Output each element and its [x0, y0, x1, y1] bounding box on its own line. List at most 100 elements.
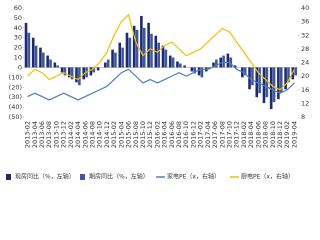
bar — [157, 42, 160, 68]
x-tick-label: 2014-06 — [81, 121, 89, 148]
x-tick-label: 2014-08 — [89, 121, 97, 148]
bar — [89, 67, 93, 76]
y-tick-label: (50) — [9, 113, 22, 121]
x-tick-label: 2013-08 — [45, 121, 53, 148]
bar — [42, 52, 45, 68]
x-tick-label: 2013-04 — [31, 121, 39, 148]
x-tick-label: 2014-02 — [67, 121, 75, 148]
bar — [215, 59, 218, 68]
x-tick-label: 2015-08 — [132, 121, 140, 148]
bar — [67, 67, 71, 78]
bar — [92, 67, 96, 73]
bar — [269, 67, 273, 110]
y2-tick-label: 12 — [301, 99, 309, 107]
line — [27, 13, 295, 91]
bar — [24, 22, 28, 68]
x-tick-label: 2015-06 — [125, 121, 133, 148]
bar — [147, 22, 150, 68]
bar — [31, 37, 35, 68]
legend-label: 期房同比（%，左轴） — [89, 173, 149, 181]
bar — [233, 65, 237, 68]
x-tick-label: 2017-12 — [233, 121, 241, 148]
x-tick-label: 2016-12 — [189, 121, 197, 148]
bar — [258, 67, 261, 94]
y-tick-label: 0 — [18, 63, 22, 71]
bar — [39, 47, 42, 68]
x-tick-label: 2018-04 — [247, 121, 255, 148]
x-tick-label: 2015-02 — [110, 121, 118, 148]
y2-tick-label: 20 — [301, 72, 309, 80]
x-tick-label: 2015-12 — [146, 121, 154, 148]
chart: (50) (40) (30) (20) (10) 010 20 30 40 50 60 8 12 16 20… — [6, 4, 309, 181]
bar — [60, 67, 64, 73]
bar — [27, 32, 31, 68]
bar — [279, 67, 283, 93]
x-tick-label: 2018-02 — [240, 121, 248, 148]
bar — [183, 65, 186, 68]
bar — [104, 62, 107, 68]
x-tick-label: 2016-10 — [182, 121, 190, 148]
bar — [114, 52, 117, 68]
bar — [121, 47, 124, 68]
x-tick-label: 2013-12 — [60, 121, 68, 148]
bar — [140, 15, 143, 68]
bar — [161, 45, 165, 68]
y2-tick-label: 36 — [301, 18, 309, 26]
bar — [150, 33, 153, 68]
x-tick-label: 2014-10 — [96, 121, 104, 148]
x-tick-label: 2018-10 — [269, 121, 277, 148]
bar — [63, 67, 67, 76]
x-tick-label: 2016-06 — [168, 121, 176, 148]
bar — [222, 55, 225, 68]
x-tick-label: 2016-02 — [153, 121, 161, 148]
y2-tick-label: 32 — [301, 31, 309, 39]
bar — [197, 67, 201, 76]
y-tick-label: 50 — [14, 14, 22, 22]
bar — [164, 49, 168, 68]
bar — [176, 61, 179, 68]
y2-tick-label: 28 — [301, 45, 309, 53]
y-tick-label: (30) — [9, 93, 22, 101]
bar — [272, 67, 276, 103]
x-tick-label: 2017-02 — [197, 121, 205, 148]
bar — [75, 67, 78, 83]
legend-marker — [80, 174, 85, 180]
bar — [251, 67, 254, 86]
bar — [294, 67, 297, 76]
y2-tick-label: 40 — [301, 4, 309, 12]
y-tick-label: 40 — [14, 24, 22, 32]
bar — [135, 29, 139, 68]
y-tick-label: 20 — [14, 44, 22, 52]
bar — [125, 32, 129, 68]
bar — [46, 55, 49, 68]
x-tick-label: 2014-04 — [74, 121, 82, 148]
legend-label: 现房同比（%，左轴） — [15, 173, 75, 181]
y-tick-label: 30 — [14, 34, 22, 42]
x-tick-label: 2014-12 — [103, 121, 111, 148]
line — [27, 61, 295, 101]
bar — [96, 67, 100, 71]
y2-tick-label: 24 — [301, 59, 309, 67]
bar — [142, 27, 146, 68]
bar — [219, 57, 223, 68]
bar — [243, 67, 247, 76]
bar — [118, 42, 122, 68]
bar — [168, 55, 172, 68]
bar — [53, 62, 57, 68]
legend-label: 家电PE（x，右轴） — [167, 173, 220, 181]
y-tick-label: 60 — [14, 4, 22, 12]
bar — [34, 45, 38, 68]
x-tick-label: 2018-06 — [254, 121, 262, 148]
x-tick-label: 2019-02 — [283, 121, 291, 148]
legend-marker — [6, 174, 11, 180]
bar — [128, 37, 132, 68]
y2-tick-label: 8 — [301, 113, 305, 121]
x-tick-label: 2018-12 — [276, 121, 284, 148]
bar — [277, 67, 280, 100]
x-tick-label: 2016-04 — [161, 121, 169, 148]
bar — [56, 65, 60, 68]
bar — [226, 53, 230, 68]
x-tick-label: 2015-04 — [117, 121, 125, 148]
bar — [193, 67, 197, 74]
x-tick-label: 2013-10 — [52, 121, 60, 148]
